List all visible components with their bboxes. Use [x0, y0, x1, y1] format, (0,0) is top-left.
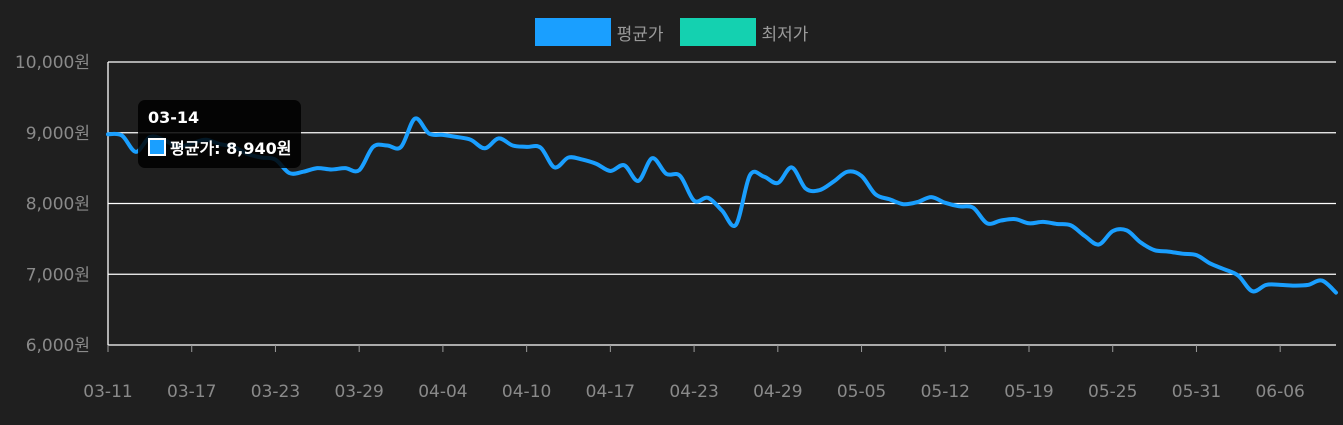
- x-tick-label: 04-29: [753, 382, 802, 402]
- x-tick-label: 03-23: [251, 382, 300, 402]
- legend-label-average: 평균가: [616, 24, 664, 45]
- y-tick-label: 6,000원: [26, 336, 90, 356]
- legend: 평균가 최저가: [0, 18, 1343, 46]
- x-tick-label: 03-11: [83, 382, 132, 402]
- x-tick-label: 04-23: [669, 382, 718, 402]
- legend-swatch-lowest: [679, 18, 756, 46]
- x-tick-label: 04-17: [586, 382, 635, 402]
- x-tick-label: 05-31: [1172, 382, 1221, 402]
- x-tick-label: 05-19: [1004, 382, 1053, 402]
- tooltip: 03-14 평균가: 8,940원: [138, 100, 302, 168]
- y-tick-label: 9,000원: [26, 124, 90, 144]
- x-tick-label: 03-29: [334, 382, 383, 402]
- legend-item-lowest[interactable]: 최저가: [679, 18, 809, 46]
- x-tick-label: 05-12: [921, 382, 970, 402]
- legend-item-average[interactable]: 평균가: [534, 18, 664, 46]
- tooltip-swatch: [148, 138, 166, 156]
- x-tick-label: 04-10: [502, 382, 551, 402]
- tooltip-title: 03-14: [148, 108, 200, 127]
- y-tick-label: 8,000원: [26, 195, 90, 215]
- x-tick-label: 03-17: [167, 382, 216, 402]
- y-tick-label: 7,000원: [26, 265, 90, 285]
- y-tick-label: 10,000원: [15, 53, 90, 73]
- x-tick-label: 04-04: [418, 382, 467, 402]
- tooltip-row: 평균가: 8,940원: [148, 135, 291, 159]
- x-tick-label: 06-06: [1255, 382, 1304, 402]
- legend-label-lowest: 최저가: [761, 24, 809, 45]
- x-tick-label: 05-25: [1088, 382, 1137, 402]
- series-line-average: [106, 116, 1338, 295]
- tooltip-text: 평균가: 8,940원: [170, 139, 292, 158]
- x-tick-label: 05-05: [837, 382, 886, 402]
- legend-swatch-average: [534, 18, 611, 46]
